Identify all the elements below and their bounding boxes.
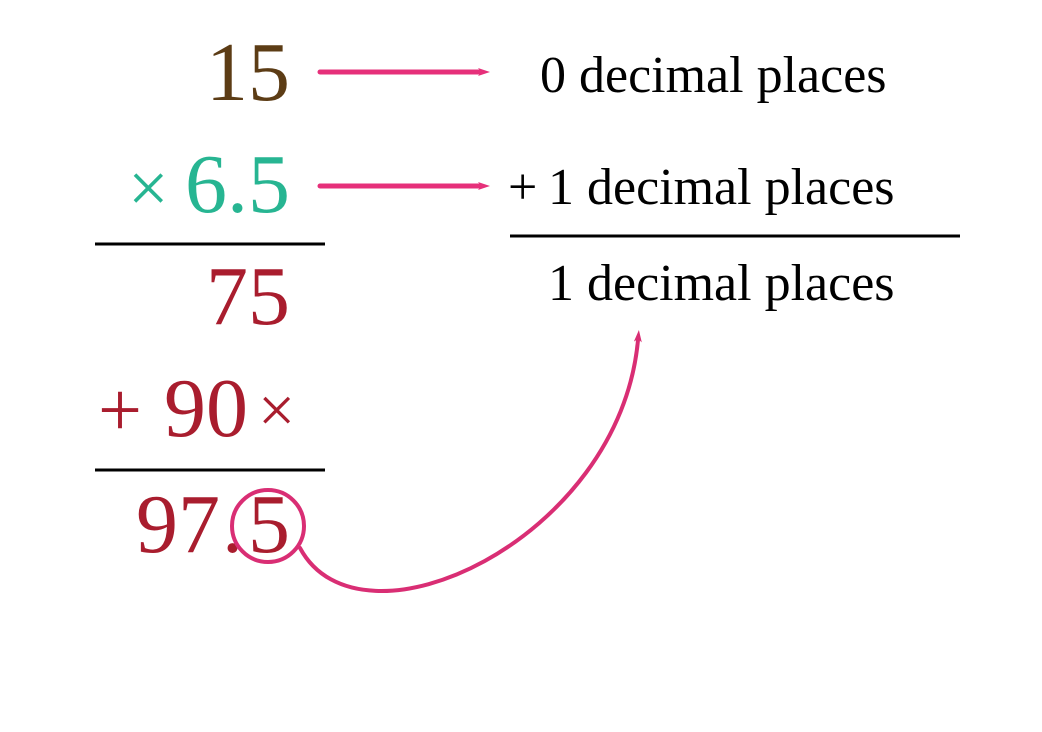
label-1-decimal-places-sum: 1 decimal places: [548, 255, 895, 312]
plus-sign-partial: +: [98, 366, 142, 453]
partial-product-1: 75: [206, 250, 290, 343]
placeholder-x: ×: [258, 374, 295, 447]
label-plus-sign: +: [508, 159, 537, 216]
partial-product-2: 90: [164, 362, 248, 455]
label-0-decimal-places: 0 decimal places: [540, 47, 887, 104]
result-integer-part: 97: [136, 478, 220, 571]
multiply-sign: ×: [128, 148, 169, 228]
label-1-decimal-places-addend: 1 decimal places: [548, 159, 895, 216]
arrow-result-to-sum-label: [300, 340, 638, 591]
multiplier: 6.5: [185, 138, 290, 231]
multiplicand: 15: [206, 26, 290, 119]
